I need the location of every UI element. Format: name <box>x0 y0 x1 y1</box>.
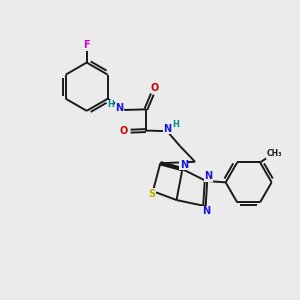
Text: H: H <box>107 100 114 109</box>
Text: O: O <box>151 82 159 93</box>
Text: N: N <box>202 206 210 216</box>
Text: O: O <box>119 126 128 136</box>
Text: N: N <box>115 103 123 113</box>
Text: N: N <box>204 172 212 182</box>
Text: S: S <box>148 189 155 199</box>
Text: H: H <box>172 120 179 129</box>
Text: N: N <box>164 124 172 134</box>
Text: CH₃: CH₃ <box>266 149 282 158</box>
Text: N: N <box>180 160 188 170</box>
Text: F: F <box>83 40 90 50</box>
